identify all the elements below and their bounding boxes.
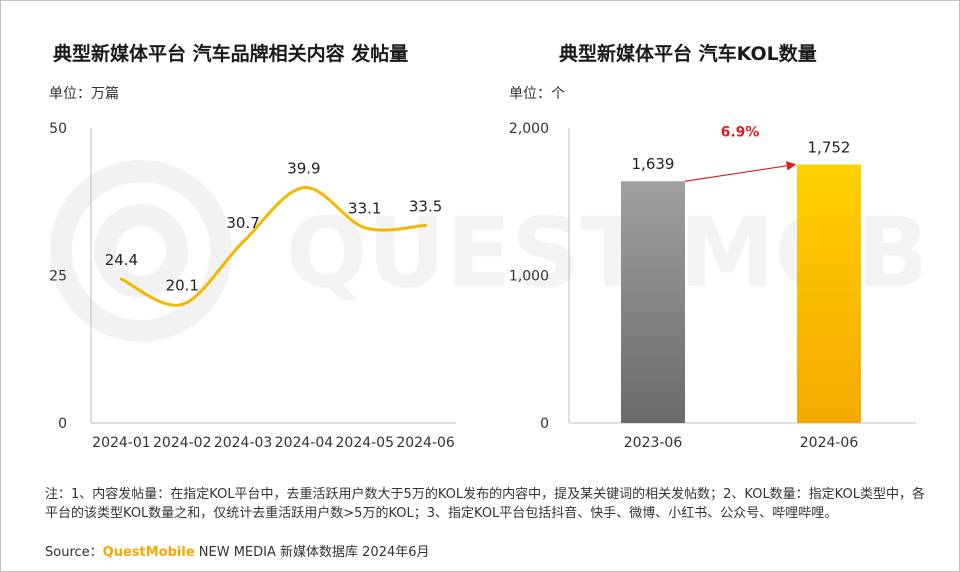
x-tick-label: 2024-03 bbox=[214, 435, 273, 451]
bar-chart-unit: 单位：个 bbox=[509, 86, 565, 102]
source-brand: QuestMobile bbox=[102, 545, 195, 560]
y-tick-label: 0 bbox=[540, 416, 549, 432]
source-line: Source：QuestMobile NEW MEDIA 新媒体数据库 2024… bbox=[45, 541, 430, 560]
data-point bbox=[119, 277, 123, 281]
source-suffix: NEW MEDIA 新媒体数据库 2024年6月 bbox=[194, 545, 430, 560]
line-chart-title: 典型新媒体平台 汽车品牌相关内容 发帖量 bbox=[53, 43, 409, 65]
data-label: 30.7 bbox=[226, 214, 259, 232]
footnote: 注：1、内容发帖量：在指定KOL平台中，去重活跃用户数大于5万的KOL发布的内容… bbox=[45, 487, 925, 521]
data-point bbox=[424, 223, 428, 227]
x-tick-label: 2024-02 bbox=[153, 435, 212, 451]
y-tick-label: 0 bbox=[58, 416, 67, 432]
x-tick-label: 2024-06 bbox=[396, 435, 455, 451]
growth-label: 6.9% bbox=[721, 125, 760, 141]
growth-arrow bbox=[684, 161, 797, 182]
x-tick-label: 2024-04 bbox=[275, 435, 334, 451]
data-label: 39.9 bbox=[287, 160, 320, 178]
x-tick-label: 2024-06 bbox=[800, 435, 859, 451]
data-point bbox=[363, 226, 367, 230]
data-label: 20.1 bbox=[166, 276, 199, 294]
bar bbox=[797, 164, 861, 423]
bar-chart: 0 1,000 2,000 1,639 2023-06 1,752 2024-06 6.9% bbox=[509, 121, 916, 451]
data-point bbox=[241, 240, 245, 244]
data-point bbox=[302, 186, 306, 190]
line-chart-unit: 单位：万篇 bbox=[49, 86, 119, 102]
data-label: 33.5 bbox=[409, 197, 442, 215]
data-label: 1,639 bbox=[632, 155, 675, 173]
bar bbox=[621, 181, 685, 423]
source-prefix: Source： bbox=[45, 545, 103, 560]
x-tick-label: 2024-01 bbox=[92, 435, 151, 451]
x-tick-label: 2024-05 bbox=[336, 435, 395, 451]
data-label: 24.4 bbox=[105, 251, 138, 269]
data-label: 33.1 bbox=[348, 200, 381, 218]
x-tick-label: 2023-06 bbox=[624, 435, 683, 451]
bar-chart-title: 典型新媒体平台 汽车KOL数量 bbox=[559, 43, 817, 65]
y-tick-label: 50 bbox=[49, 121, 67, 137]
y-tick-label: 1,000 bbox=[509, 269, 549, 285]
line-chart: 0 25 50 2024-01 2024-02 2024-03 2024-04 2024-05… bbox=[49, 121, 456, 451]
y-tick-label: 2,000 bbox=[509, 121, 549, 137]
data-label: 1,752 bbox=[808, 139, 851, 157]
y-tick-label: 25 bbox=[49, 269, 67, 285]
data-point bbox=[180, 302, 184, 306]
